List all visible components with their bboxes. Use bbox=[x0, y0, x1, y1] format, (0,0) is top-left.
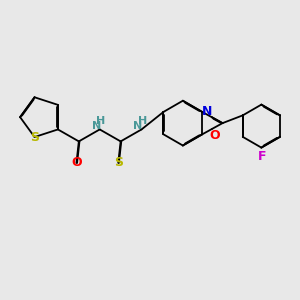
Text: H: H bbox=[96, 116, 105, 126]
Text: N: N bbox=[92, 122, 101, 131]
Text: N: N bbox=[133, 122, 142, 131]
Text: S: S bbox=[114, 156, 123, 170]
Text: S: S bbox=[30, 130, 39, 143]
Text: H: H bbox=[138, 116, 147, 126]
Text: F: F bbox=[258, 150, 266, 163]
Text: O: O bbox=[71, 156, 82, 170]
Text: O: O bbox=[209, 129, 220, 142]
Text: N: N bbox=[202, 105, 213, 118]
